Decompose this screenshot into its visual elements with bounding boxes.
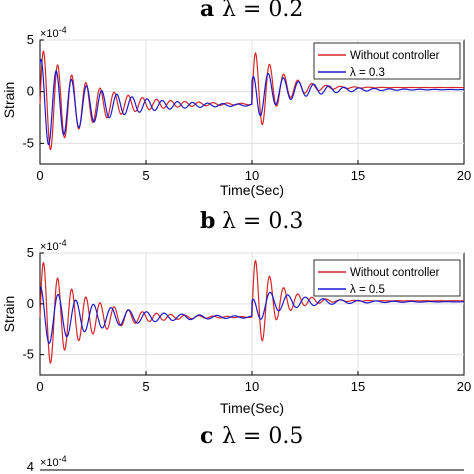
panel-a-ticks: 0 5 10 15 20 5 0 -5 bbox=[22, 32, 471, 183]
panel-a-series-with-controller bbox=[39, 58, 465, 146]
panel-c-ytick: 4 bbox=[27, 459, 34, 474]
panel-a-xtick-label: 0 bbox=[36, 168, 43, 183]
panel-b-xtick-label: 0 bbox=[36, 379, 43, 394]
panel-b-lambda: λ = 0.3 bbox=[222, 209, 303, 234]
panel-a-legend-without: Without controller bbox=[350, 50, 440, 62]
panel-b-legend-without: Without controller bbox=[350, 267, 440, 279]
panel-b-exponent: ×10-4 bbox=[40, 238, 67, 253]
panel-b-letter: b bbox=[200, 208, 215, 234]
panel-a-xlabel: Time(Sec) bbox=[220, 182, 284, 198]
panel-c-chart: 4 ×10-4 bbox=[27, 454, 464, 474]
panel-b-xtick-label: 10 bbox=[245, 379, 259, 394]
panel-b-series bbox=[39, 259, 464, 364]
panel-c-title: c λ = 0.5 bbox=[200, 423, 303, 449]
panel-b-xtick-label: 15 bbox=[351, 379, 365, 394]
panel-b-xlabel: Time(Sec) bbox=[220, 400, 284, 416]
panel-b-ytick-label: -5 bbox=[22, 347, 34, 362]
panel-c-lambda: λ = 0.5 bbox=[222, 424, 303, 449]
panel-a-letter: a bbox=[200, 0, 214, 22]
panel-b-ticks: 0 5 10 15 20 5 0 -5 bbox=[22, 245, 471, 394]
panel-c-letter: c bbox=[200, 423, 213, 449]
panel-a-title: a λ = 0.2 bbox=[200, 0, 303, 22]
panel-b-xtick-label: 20 bbox=[457, 379, 471, 394]
panel-a-legend-with: λ = 0.3 bbox=[350, 67, 385, 79]
panel-b-series-with-controller bbox=[39, 286, 464, 344]
panel-a-chart: 0 5 10 15 20 5 0 -5 ×10-4 Strain Time(Sec) With… bbox=[1, 25, 471, 198]
panel-b-legend-with: λ = 0.5 bbox=[350, 284, 385, 296]
panel-b-ytick-label: 0 bbox=[27, 296, 34, 311]
panel-a-xtick-label: 15 bbox=[351, 168, 365, 183]
panel-b-ytick-label: 5 bbox=[27, 245, 34, 260]
panel-b-title: b λ = 0.3 bbox=[200, 208, 303, 234]
panel-a-ylabel: Strain bbox=[1, 82, 17, 119]
panel-a-ytick-label: 5 bbox=[27, 32, 34, 47]
panel-a-ytick-label: 0 bbox=[27, 84, 34, 99]
panel-a-series bbox=[39, 50, 465, 151]
panel-a-xtick-label: 5 bbox=[142, 168, 149, 183]
panel-b-chart: 0 5 10 15 20 5 0 -5 ×10-4 Strain Time(Sec) With… bbox=[1, 238, 471, 416]
panel-a-xtick-label: 20 bbox=[457, 168, 471, 183]
panel-b-legend: Without controller λ = 0.5 bbox=[313, 259, 461, 297]
panel-b-legend-box bbox=[313, 259, 461, 297]
panel-a-lambda: λ = 0.2 bbox=[222, 0, 303, 22]
panel-a-legend: Without controller λ = 0.3 bbox=[313, 42, 461, 80]
panel-a-legend-box bbox=[313, 42, 461, 80]
panel-b-ylabel: Strain bbox=[1, 296, 17, 333]
panel-a-exponent: ×10-4 bbox=[40, 25, 67, 40]
panel-c-exponent: ×10-4 bbox=[40, 454, 67, 469]
panel-a-ytick-label: -5 bbox=[22, 135, 34, 150]
panel-b-xtick-label: 5 bbox=[142, 379, 149, 394]
panel-a-xtick-label: 10 bbox=[245, 168, 259, 183]
